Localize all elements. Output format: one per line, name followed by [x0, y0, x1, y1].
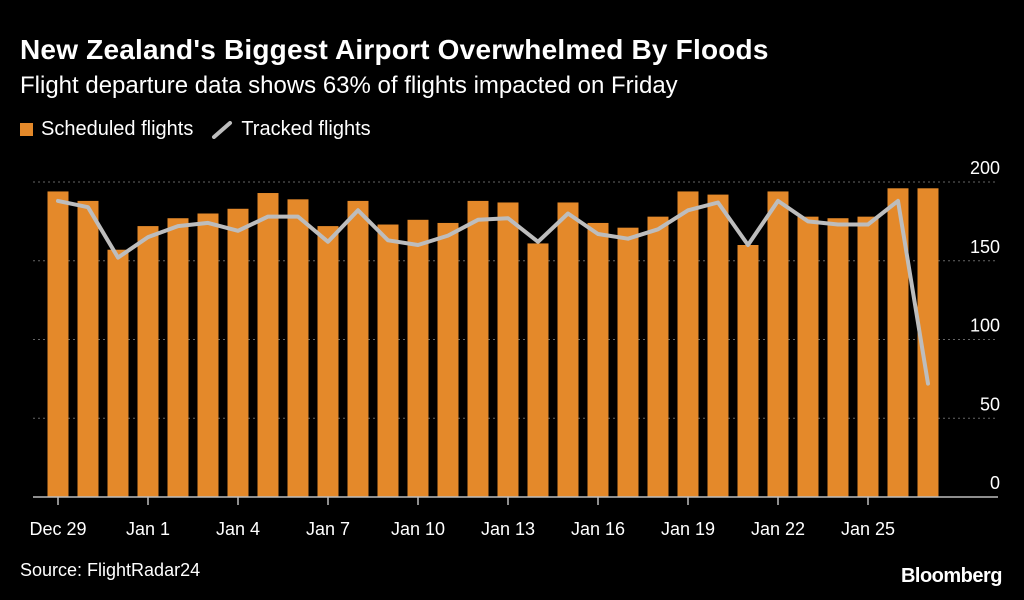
bar-jan-12	[467, 200, 489, 497]
bar-jan-16	[587, 222, 609, 497]
bloomberg-logo: Bloomberg	[900, 565, 1003, 587]
scheduled-swatch	[20, 123, 33, 136]
bar-jan-26	[887, 188, 909, 498]
bar-dec-29	[47, 191, 69, 497]
legend-label-scheduled: Scheduled flights	[41, 118, 194, 140]
bar-jan-2	[167, 218, 189, 497]
bar-dec-31	[107, 249, 129, 497]
bar-jan-23	[797, 216, 819, 497]
x-tick-label-jan-25: Jan 25	[841, 519, 895, 539]
bar-jan-17	[617, 227, 639, 498]
bar-jan-4	[227, 208, 249, 497]
tracked-swatch	[212, 120, 233, 139]
chart-subtitle: Flight departure data shows 63% of fligh…	[20, 72, 678, 99]
gridlines	[33, 181, 998, 419]
x-tick-label-jan-16: Jan 16	[571, 519, 625, 539]
bar-jan-13	[497, 202, 519, 497]
bar-jan-11	[437, 222, 459, 497]
bar-jan-20	[707, 194, 729, 497]
x-tick-label-jan-1: Jan 1	[126, 519, 170, 539]
bar-jan-10	[407, 219, 429, 498]
legend-item-tracked: Tracked flights	[211, 118, 371, 141]
legend-label-tracked: Tracked flights	[241, 118, 371, 140]
bar-jan-27	[917, 188, 939, 498]
bar-jan-1	[137, 226, 159, 497]
bar-jan-24	[827, 218, 849, 497]
bar-jan-19	[677, 191, 699, 497]
y-tick-label-0: 0	[990, 473, 1000, 493]
bar-jan-15	[557, 202, 579, 497]
bar-jan-21	[737, 245, 759, 497]
x-tick-label-jan-4: Jan 4	[216, 519, 260, 539]
y-tick-label-200: 200	[970, 158, 1000, 178]
bar-jan-8	[347, 200, 369, 497]
bar-jan-9	[377, 224, 399, 497]
x-tick-label-jan-22: Jan 22	[751, 519, 805, 539]
legend-item-scheduled: Scheduled flights	[20, 118, 193, 141]
bar-jan-25	[857, 216, 879, 497]
x-tick-label-jan-7: Jan 7	[306, 519, 350, 539]
tracked-flights-line	[56, 198, 930, 386]
bar-jan-6	[287, 199, 309, 497]
scheduled-bars	[47, 188, 939, 498]
x-tick-label-jan-10: Jan 10	[391, 519, 445, 539]
y-tick-label-150: 150	[970, 237, 1000, 257]
bar-jan-22	[767, 191, 789, 497]
tracked-line	[56, 198, 930, 386]
y-tick-label-50: 50	[980, 394, 1000, 414]
bar-jan-5	[257, 193, 279, 497]
x-tick-label-jan-19: Jan 19	[661, 519, 715, 539]
bar-jan-14	[527, 243, 549, 497]
legend: Scheduled flights Tracked flights	[20, 118, 389, 141]
x-tick-label-jan-13: Jan 13	[481, 519, 535, 539]
bar-jan-7	[317, 226, 339, 497]
y-tick-label-100: 100	[970, 316, 1000, 336]
x-tick-label-dec-29: Dec 29	[29, 519, 86, 539]
chart-title: New Zealand's Biggest Airport Overwhelme…	[20, 34, 769, 65]
source-note: Source: FlightRadar24	[20, 560, 201, 580]
bar-jan-18	[647, 216, 669, 497]
x-axis	[33, 496, 998, 505]
bar-jan-3	[197, 213, 219, 497]
bar-dec-30	[77, 200, 99, 497]
tick-labels: 0 50 100 150 200 Dec 29 Jan 1 Jan 4 Jan 7 Jan 10 J…	[29, 158, 1000, 539]
